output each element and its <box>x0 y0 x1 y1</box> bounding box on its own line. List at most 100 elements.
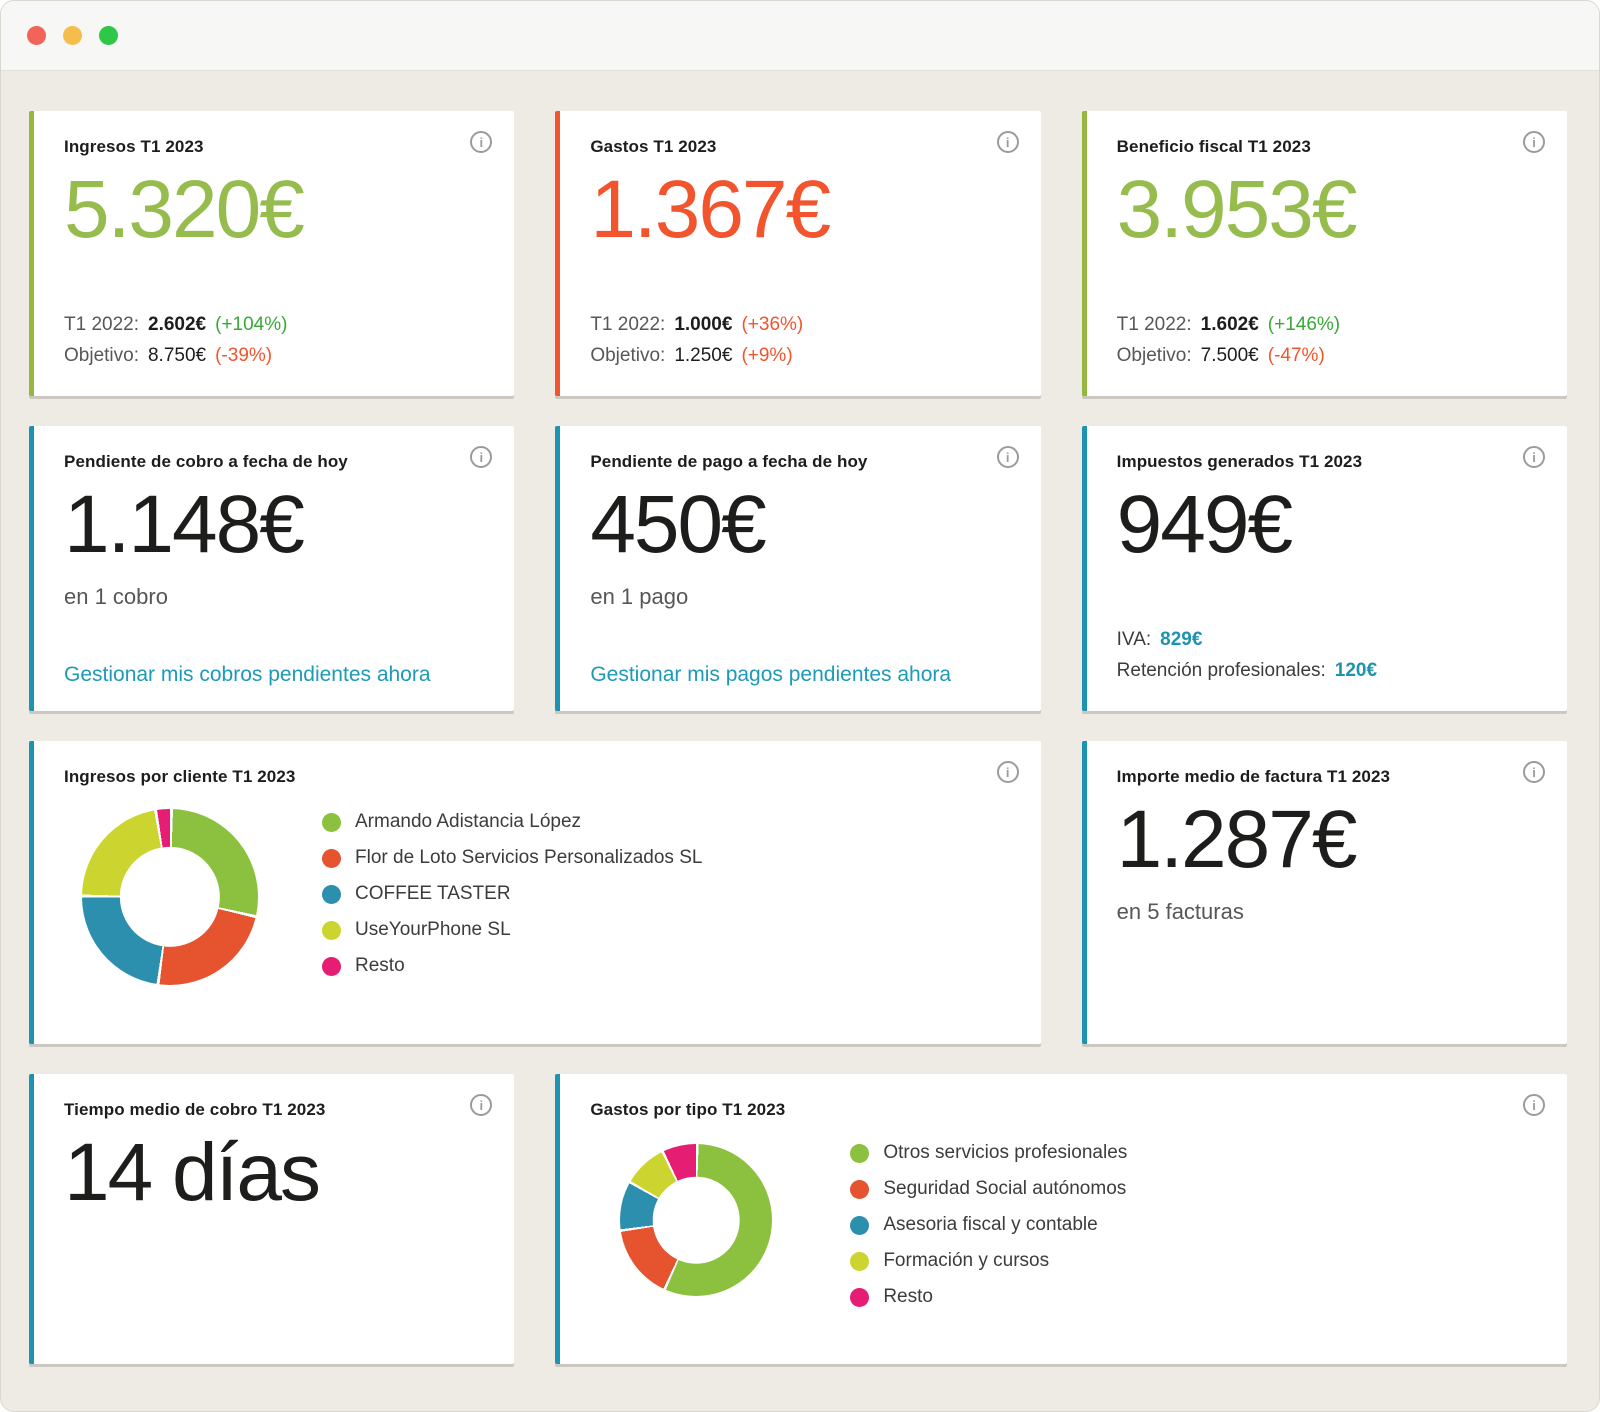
info-icon[interactable]: i <box>996 446 1019 468</box>
zoom-button[interactable] <box>99 26 118 45</box>
legend-label: Armando Adistancia López <box>355 811 582 832</box>
card-ingresos: Ingresos T1 2023 i 5.320€ T1 2022: 2.602€… <box>29 111 515 396</box>
card-importe-medio: Importe medio de factura T1 2023 i 1.287… <box>1081 741 1567 1044</box>
legend-label: UseYourPhone SL <box>355 919 511 940</box>
info-icon[interactable]: i <box>996 761 1019 783</box>
legend-dot <box>322 956 341 976</box>
card-title: Ingresos por cliente T1 2023 <box>64 767 296 786</box>
comparison-pct: (+104%) <box>215 314 288 336</box>
card-title: Importe medio de factura T1 2023 <box>1116 767 1391 786</box>
info-icon[interactable]: i <box>1523 446 1545 468</box>
chart-area: Armando Adistancia López Flor de Loto Ser… <box>64 805 1011 985</box>
legend-dot <box>322 848 341 868</box>
tax-value: 829€ <box>1160 629 1203 651</box>
legend-dot <box>850 1143 870 1163</box>
comparison-pct: (-39%) <box>215 345 273 367</box>
card-ingresos-por-cliente: Ingresos por cliente T1 2023 i Armando A… <box>29 741 1041 1044</box>
card-title: Tiempo medio de cobro T1 2023 <box>64 1100 326 1119</box>
legend-label: Resto <box>355 955 405 976</box>
card-title: Gastos por tipo T1 2023 <box>590 1100 786 1119</box>
legend-item: Resto <box>850 1286 1127 1308</box>
manage-pagos-link[interactable]: Gestionar mis pagos pendientes ahora <box>590 663 952 686</box>
legend-item: Flor de Loto Servicios Personalizados SL <box>322 847 702 869</box>
tax-label: Retención profesionales: <box>1116 660 1326 682</box>
legend-label: Seguridad Social autónomos <box>883 1178 1127 1199</box>
comparison-row: T1 2022: 1.602€ (+146%) <box>1117 310 1537 341</box>
card-impuestos: Impuestos generados T1 2023 i 949€ IVA: 8… <box>1081 426 1567 711</box>
kpi-footer: T1 2022: 1.000€ (+36%) Objetivo: 1.250€ (+9%… <box>590 310 1010 372</box>
kpi-value: 1.148€ <box>64 479 305 570</box>
tax-label: IVA: <box>1116 629 1152 651</box>
card-title: Impuestos generados T1 2023 <box>1116 452 1363 471</box>
comparison-value: 1.000€ <box>674 314 733 336</box>
titlebar <box>1 1 1599 71</box>
legend-label: Resto <box>883 1286 933 1307</box>
info-icon[interactable]: i <box>470 131 493 153</box>
legend-item: Armando Adistancia López <box>322 811 702 833</box>
info-icon[interactable]: i <box>470 446 493 468</box>
card-title: Beneficio fiscal T1 2023 <box>1116 137 1311 156</box>
kpi-value: 3.953€ <box>1116 164 1358 255</box>
info-icon[interactable]: i <box>470 1094 493 1116</box>
kpi-value: 14 días <box>64 1127 321 1218</box>
card-pendiente-pago: Pendiente de pago a fecha de hoy i 450€ … <box>555 426 1041 711</box>
info-icon[interactable]: i <box>1523 131 1545 153</box>
comparison-row: T1 2022: 1.000€ (+36%) <box>590 310 1010 341</box>
legend-label: COFFEE TASTER <box>355 883 511 904</box>
minimize-button[interactable] <box>63 26 82 45</box>
legend-item: COFFEE TASTER <box>322 883 702 905</box>
comparison-value: 7.500€ <box>1200 345 1259 367</box>
card-beneficio: Beneficio fiscal T1 2023 i 3.953€ T1 202… <box>1081 111 1567 396</box>
legend-item: Seguridad Social autónomos <box>850 1178 1127 1200</box>
kpi-subtitle: en 1 pago <box>590 584 689 610</box>
close-button[interactable] <box>27 26 46 45</box>
comparison-value: 1.602€ <box>1200 314 1259 336</box>
legend-dot <box>850 1215 870 1235</box>
kpi-value: 1.367€ <box>590 164 831 255</box>
chart-legend: Armando Adistancia López Flor de Loto Ser… <box>322 811 702 977</box>
legend-label: Asesoria fiscal y contable <box>883 1214 1098 1235</box>
legend-item: UseYourPhone SL <box>322 919 702 941</box>
info-icon[interactable]: i <box>1523 1094 1545 1116</box>
chart-legend: Otros servicios profesionales Seguridad S… <box>850 1142 1127 1308</box>
ingresos-por-cliente-donut-chart <box>82 809 258 985</box>
kpi-footer: T1 2022: 2.602€ (+104%) Objetivo: 8.750€ (-3… <box>64 310 484 372</box>
kpi-value: 1.287€ <box>1116 794 1358 885</box>
legend-item: Formación y cursos <box>850 1250 1127 1272</box>
legend-dot <box>850 1251 870 1271</box>
gastos-por-tipo-donut-chart <box>620 1144 773 1296</box>
info-icon[interactable]: i <box>1523 761 1545 783</box>
comparison-value: 8.750€ <box>147 345 207 367</box>
comparison-row: T1 2022: 2.602€ (+104%) <box>64 310 484 341</box>
tax-row: IVA: 829€ <box>1117 625 1537 656</box>
card-gastos-por-tipo: Gastos por tipo T1 2023 i Otros servicio… <box>555 1074 1567 1364</box>
card-gastos: Gastos T1 2023 i 1.367€ T1 2022: 1.000€ (+… <box>555 111 1041 396</box>
tax-value: 120€ <box>1334 660 1378 682</box>
kpi-value: 450€ <box>590 479 766 570</box>
legend-dot <box>850 1179 870 1199</box>
comparison-row: Objetivo: 7.500€ (-47%) <box>1117 341 1537 372</box>
card-title: Ingresos T1 2023 <box>64 137 204 156</box>
comparison-label: T1 2022: <box>1116 314 1192 336</box>
dashboard-grid: Ingresos T1 2023 i 5.320€ T1 2022: 2.602€… <box>1 71 1599 1364</box>
manage-cobros-link[interactable]: Gestionar mis cobros pendientes ahora <box>64 663 431 686</box>
info-icon[interactable]: i <box>996 131 1019 153</box>
kpi-subtitle: en 5 facturas <box>1116 899 1244 925</box>
legend-dot <box>322 920 341 940</box>
card-title: Pendiente de pago a fecha de hoy <box>590 452 868 471</box>
comparison-pct: (+9%) <box>741 345 793 367</box>
comparison-label: Objetivo: <box>64 345 139 367</box>
comparison-pct: (+36%) <box>741 314 804 336</box>
legend-dot <box>850 1287 870 1307</box>
legend-dot <box>322 884 341 904</box>
legend-dot <box>322 812 341 832</box>
comparison-pct: (+146%) <box>1267 314 1341 336</box>
legend-label: Otros servicios profesionales <box>883 1142 1128 1163</box>
comparison-label: T1 2022: <box>64 314 139 336</box>
legend-item: Resto <box>322 955 702 977</box>
card-title: Gastos T1 2023 <box>590 137 717 156</box>
comparison-value: 2.602€ <box>148 314 207 336</box>
tax-row: Retención profesionales: 120€ <box>1117 656 1537 687</box>
kpi-value: 949€ <box>1116 479 1293 570</box>
kpi-footer: IVA: 829€ Retención profesionales: 120€ <box>1117 625 1537 687</box>
